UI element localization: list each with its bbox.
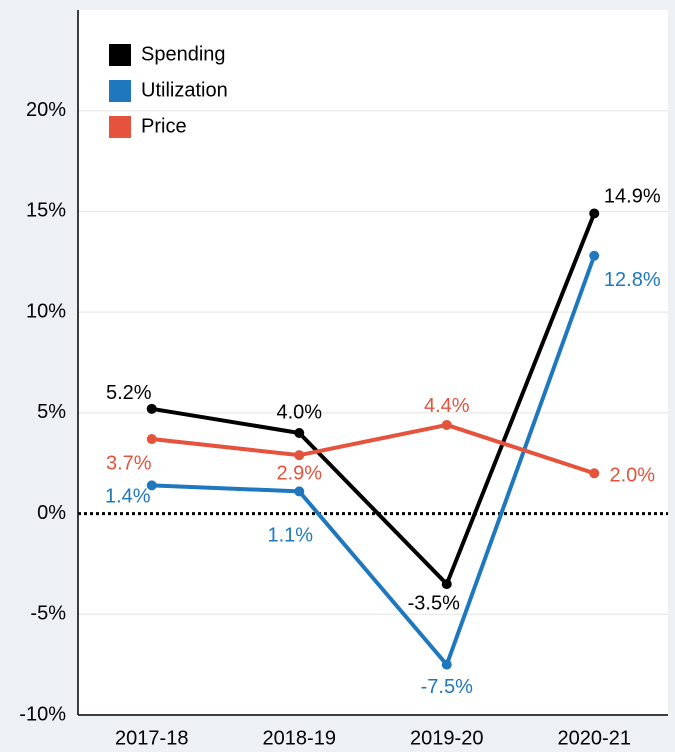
point [146, 480, 157, 491]
point [441, 419, 452, 430]
legend-swatch [109, 44, 131, 66]
point [146, 434, 157, 445]
point [441, 659, 452, 670]
point [441, 579, 452, 590]
point [294, 428, 305, 438]
data-label: 4.0% [276, 401, 322, 423]
point [294, 450, 305, 461]
data-label: 12.8% [604, 269, 661, 291]
data-label: 2.0% [609, 465, 655, 487]
line [151, 422, 595, 476]
data-label: -3.5% [408, 592, 460, 614]
data-label: 3.7% [106, 452, 152, 474]
legend-label: Price [141, 115, 187, 137]
y-tick-label: 15% [26, 200, 66, 222]
legend-swatch [109, 116, 131, 138]
point [146, 403, 157, 414]
line [151, 255, 597, 667]
data-label: 14.9% [604, 186, 661, 208]
plot-area [78, 10, 668, 715]
y-tick-label: -5% [30, 603, 66, 625]
point [589, 468, 600, 479]
data-label: 4.4% [424, 395, 470, 417]
point [589, 250, 600, 261]
line [151, 212, 597, 587]
point [589, 208, 600, 219]
x-tick-label: 2019-20 [410, 727, 483, 749]
data-label: 2.9% [276, 462, 322, 484]
y-tick-label: 10% [26, 300, 66, 322]
legend-swatch [109, 80, 131, 102]
y-tick-label: -10% [19, 703, 66, 725]
y-tick-label: 0% [37, 502, 66, 524]
x-tick-label: 2017-18 [115, 727, 188, 749]
point [294, 486, 305, 497]
x-tick-label: 2020-21 [558, 727, 631, 749]
data-label: 5.2% [106, 382, 152, 404]
legend-label: Utilization [141, 79, 228, 101]
x-tick-label: 2018-19 [263, 727, 336, 749]
y-tick-label: 5% [37, 401, 66, 423]
data-label: 1.1% [267, 525, 313, 547]
data-label: 1.4% [105, 486, 151, 508]
data-label: -7.5% [421, 676, 473, 698]
y-tick-label: 20% [26, 99, 66, 121]
legend-label: Spending [141, 43, 226, 65]
